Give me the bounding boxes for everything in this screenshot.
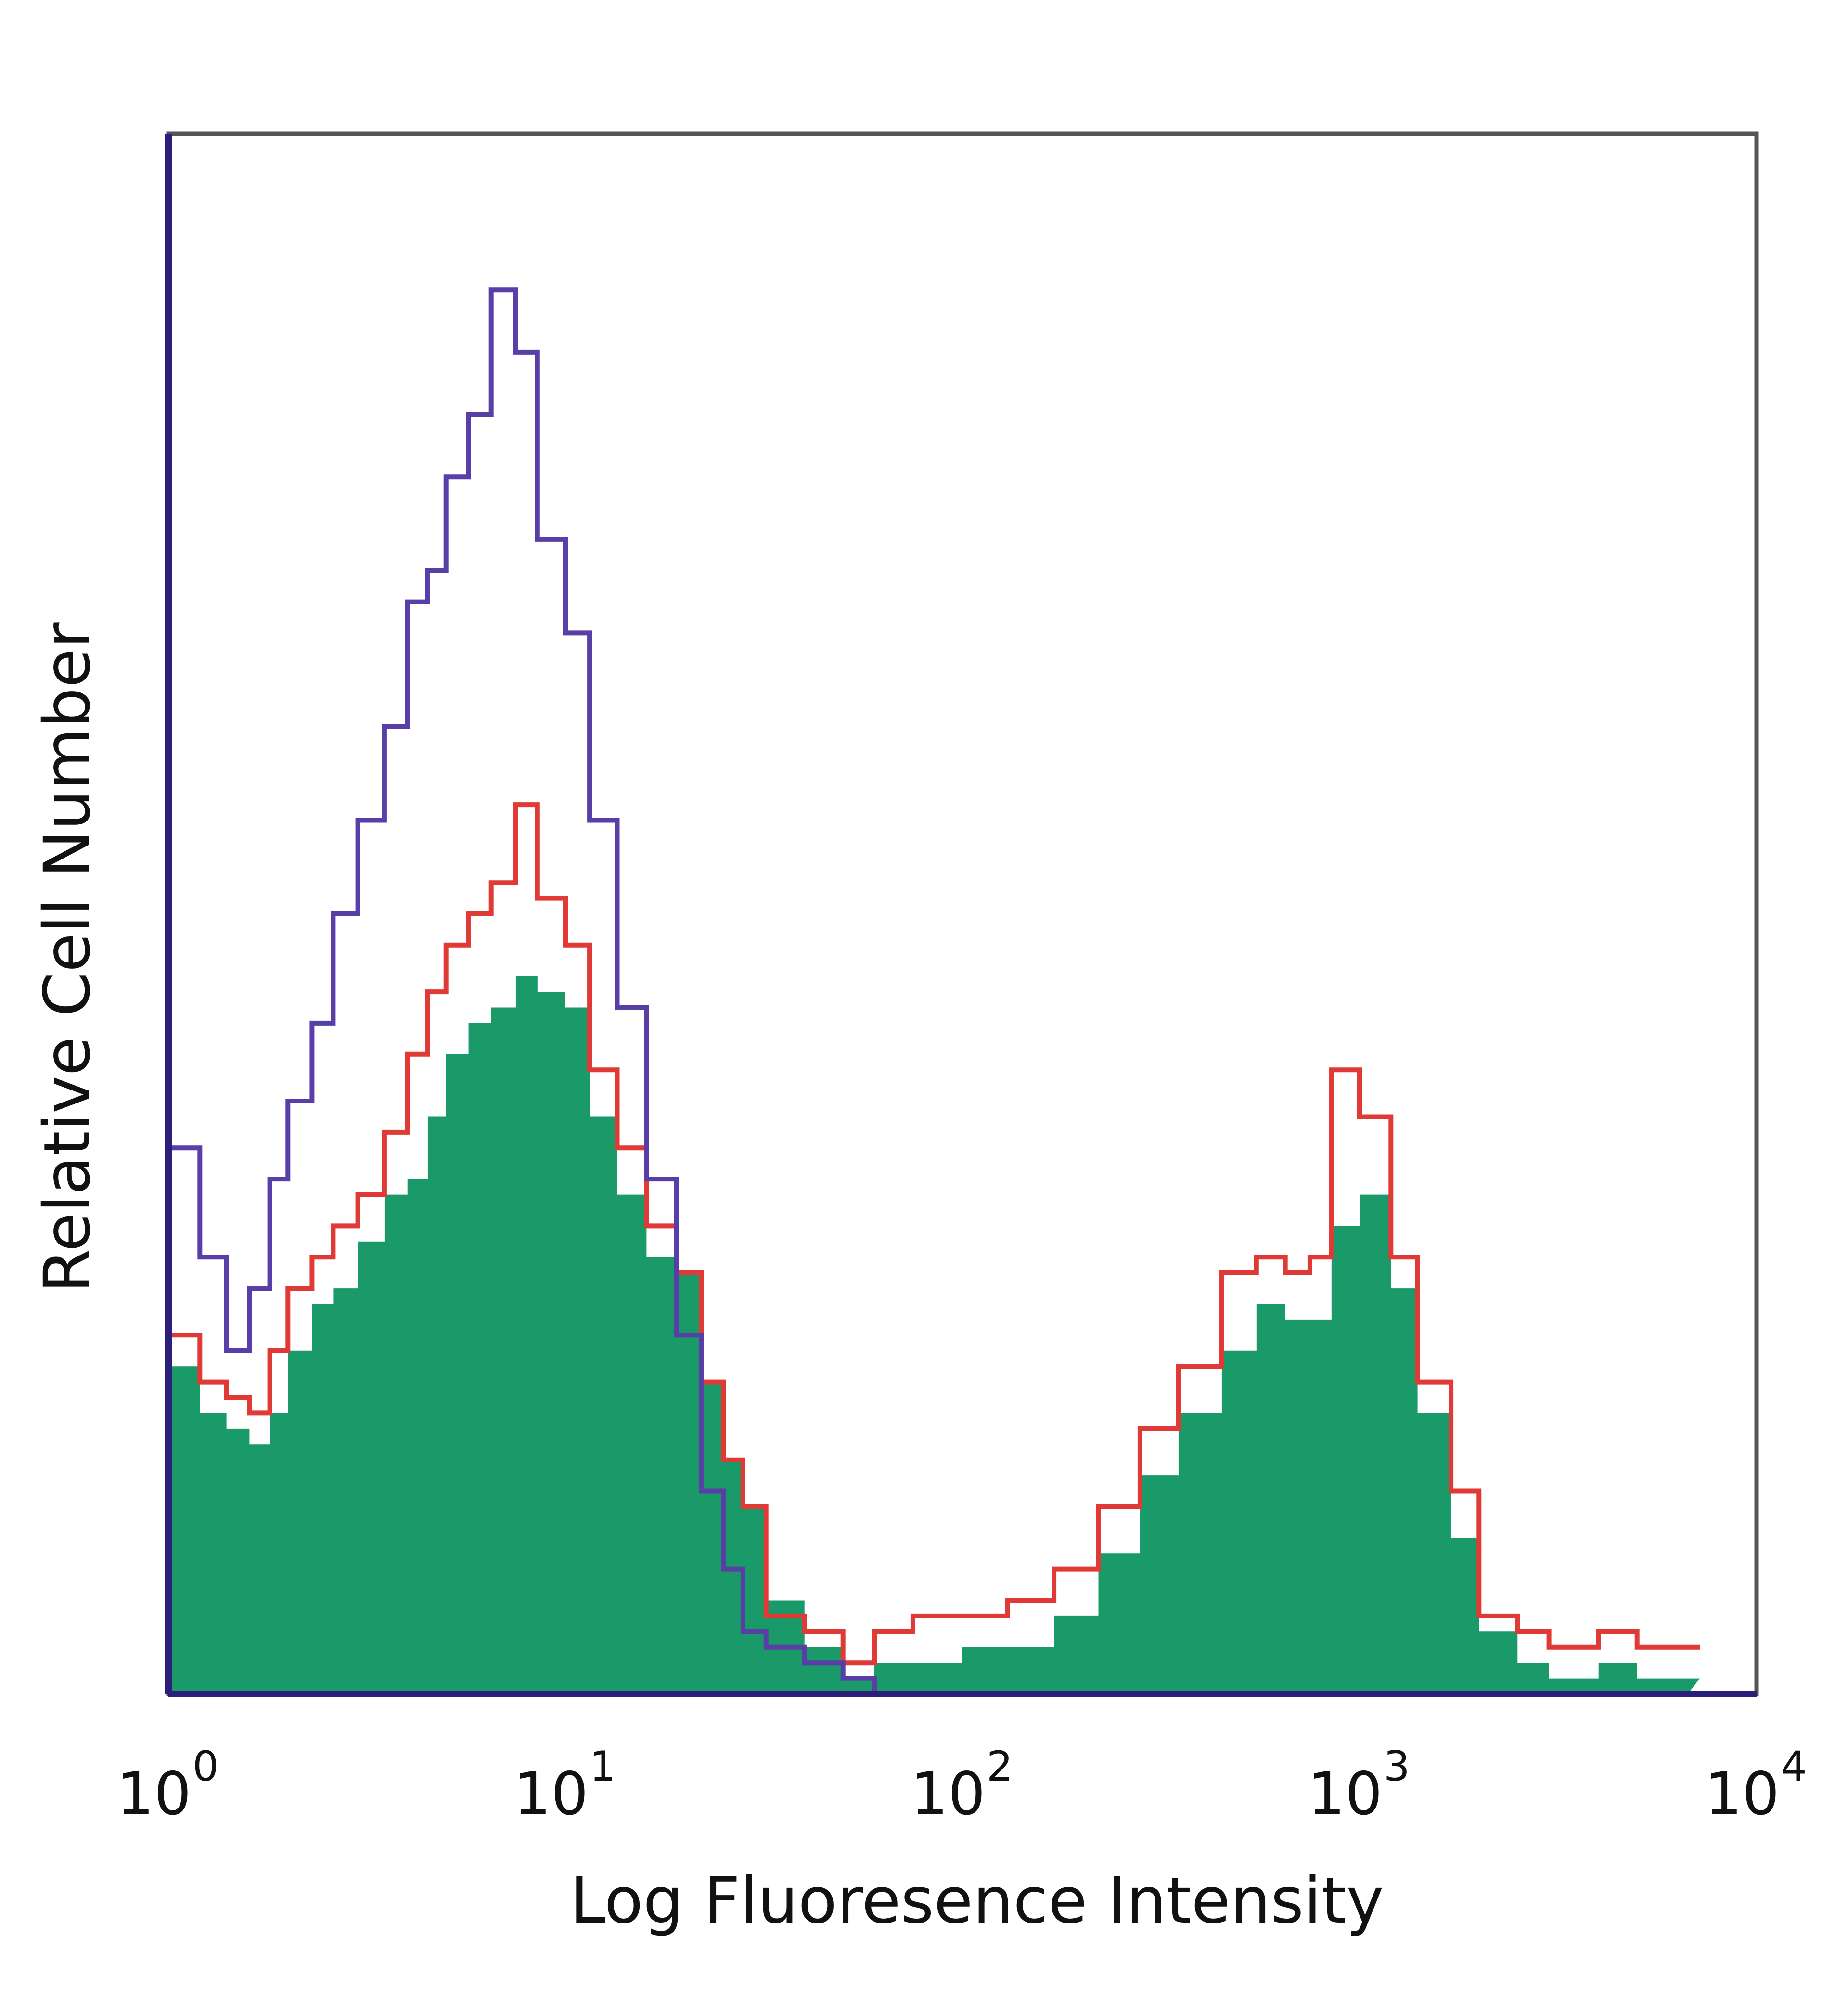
x-tick-label: 10 1	[513, 1743, 616, 1828]
x-tick-base: 10	[513, 1760, 588, 1828]
x-tick-label: 10 2	[911, 1743, 1013, 1828]
series-0-filled-histogram	[168, 976, 1700, 1694]
x-tick-label: 10 3	[1308, 1743, 1410, 1828]
series-layer	[168, 287, 1700, 1696]
x-tick-label: 10 0	[116, 1743, 218, 1828]
x-tick-base: 10	[911, 1760, 985, 1828]
x-tick-exponent: 3	[1384, 1743, 1410, 1791]
series-1-outline-histogram	[168, 802, 1700, 1666]
x-tick-exponent: 2	[987, 1743, 1013, 1791]
y-axis-title: Relative Cell Number	[30, 622, 104, 1293]
x-tick-base: 10	[116, 1760, 191, 1828]
x-tick-exponent: 1	[590, 1743, 616, 1791]
x-tick-base: 10	[1308, 1760, 1382, 1828]
x-tick-label: 10 4	[1705, 1743, 1807, 1828]
x-axis-title: Log Fluoresence Intensity	[570, 1864, 1384, 1938]
x-tick-base: 10	[1705, 1760, 1779, 1828]
x-tick-exponent: 0	[192, 1743, 219, 1791]
x-tick-labels: 10 0 10 1 10 2 10 3 10 4	[116, 1743, 1807, 1828]
x-tick-exponent: 4	[1781, 1743, 1807, 1791]
